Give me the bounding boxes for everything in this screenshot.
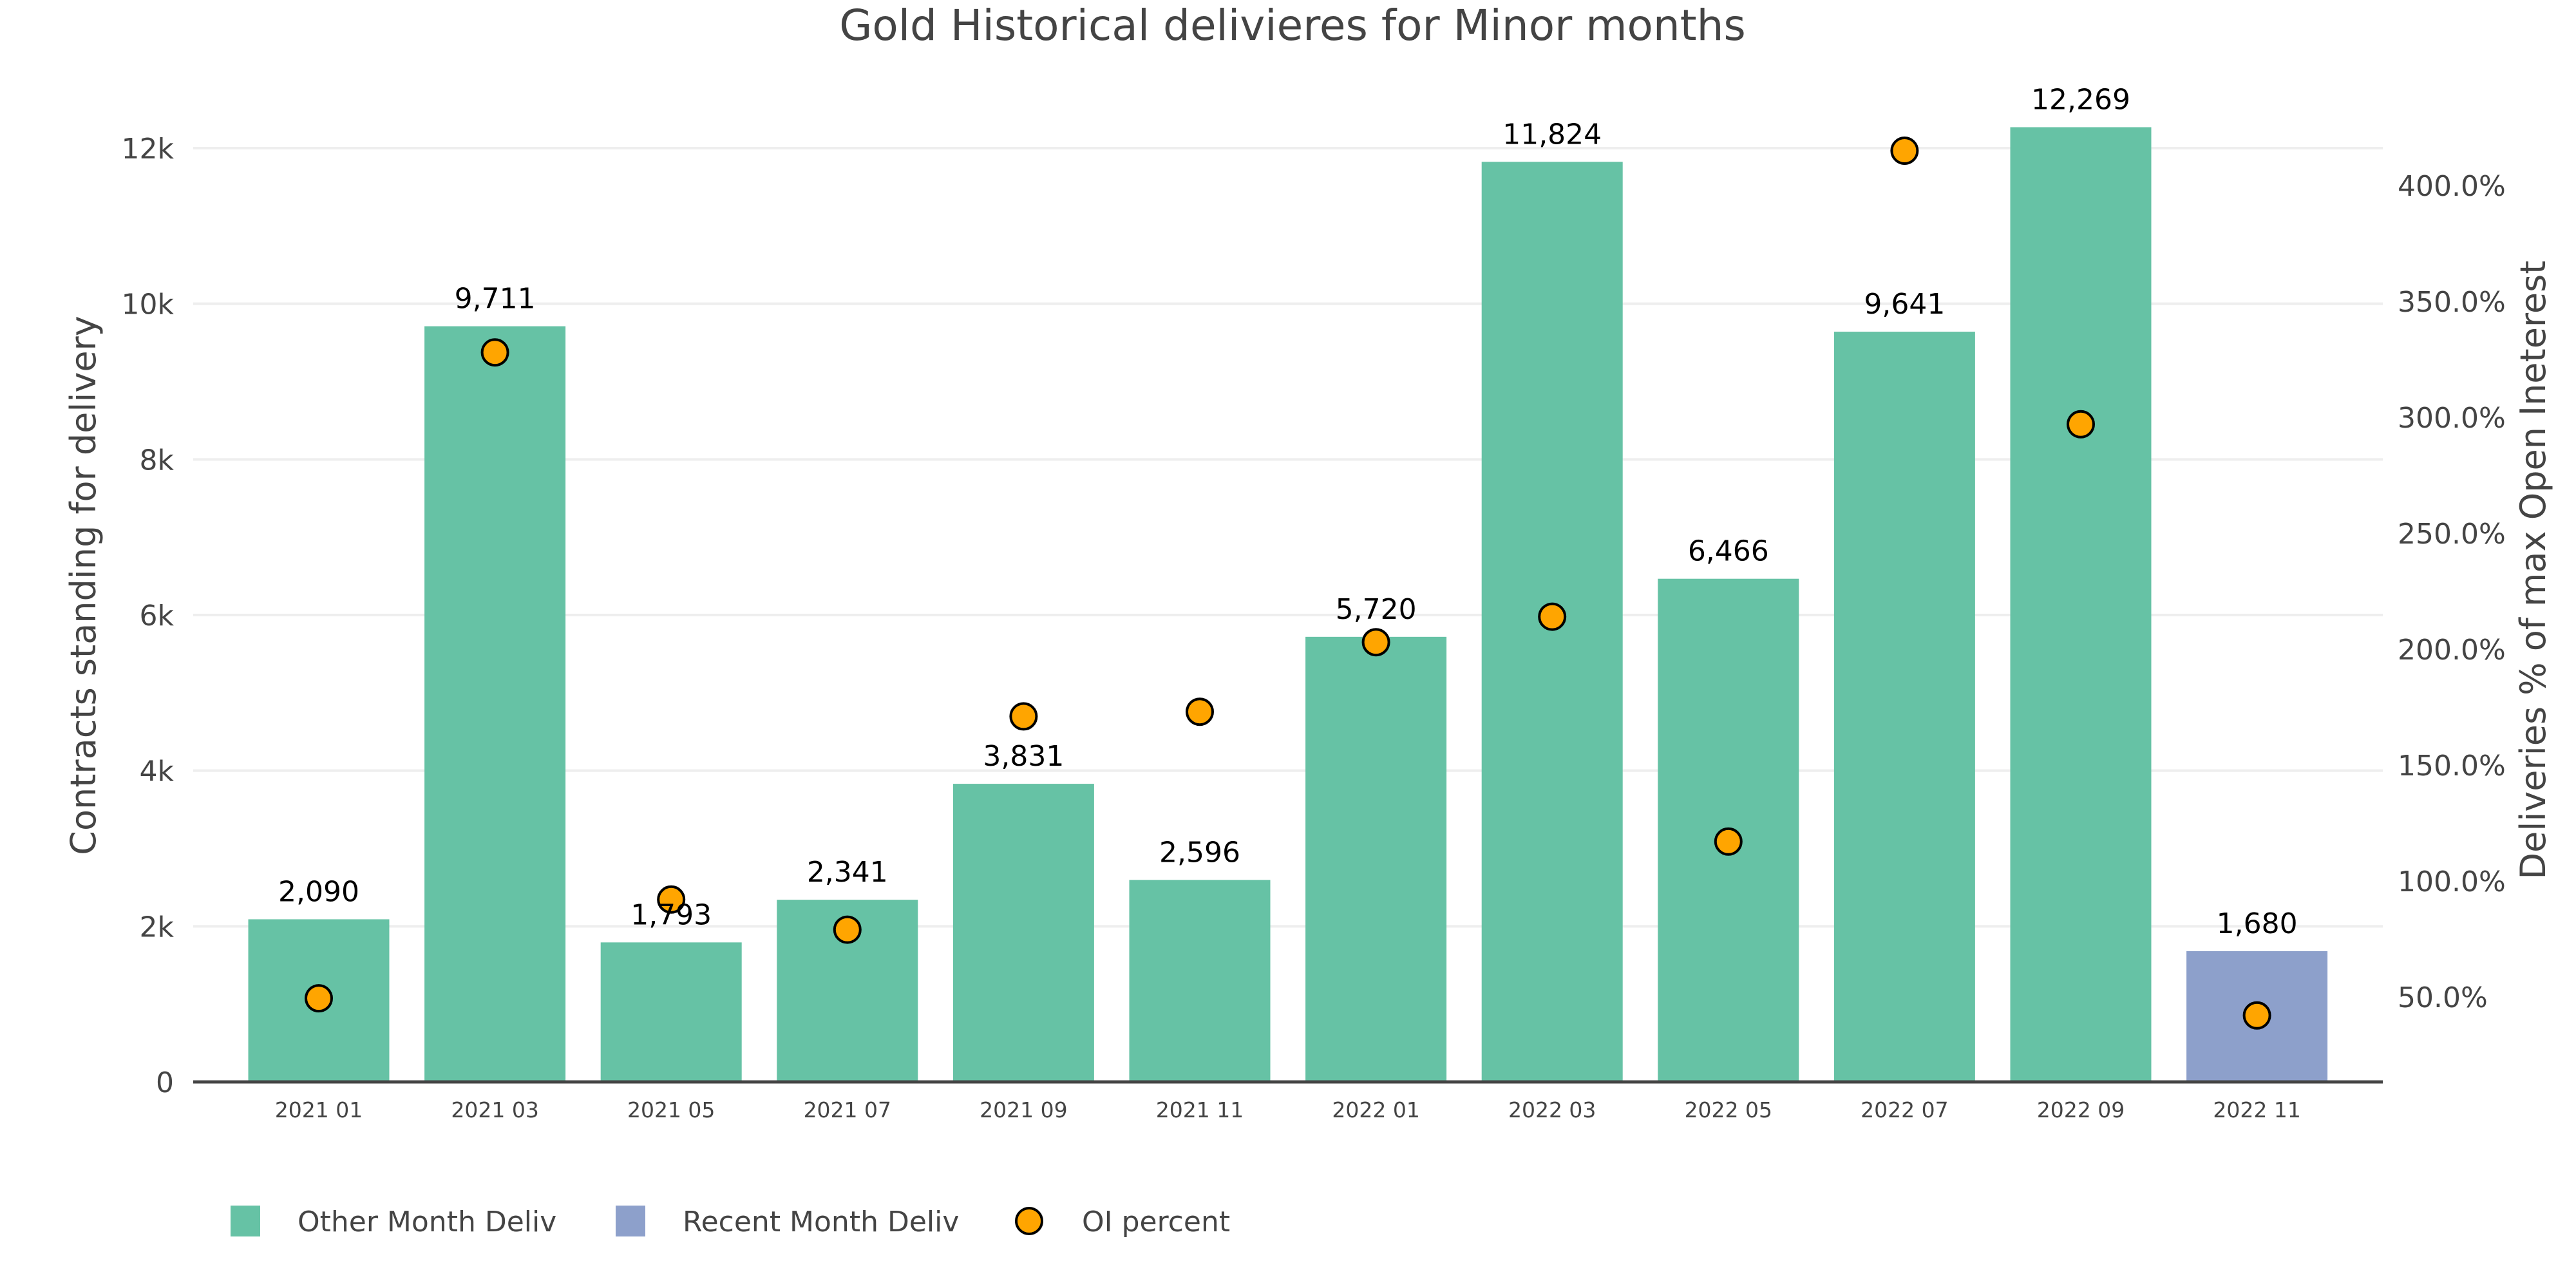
- x-tick-label: 2021 05: [627, 1097, 715, 1122]
- bar-value-label: 2,090: [278, 875, 359, 908]
- point-oi-percent[interactable]: [1714, 827, 1743, 856]
- bar-other-month-deliv[interactable]: [424, 326, 566, 1082]
- y-tick-label: 4k: [140, 755, 175, 788]
- legend-label-recent-month-deliv: Recent Month Deliv: [683, 1206, 959, 1238]
- legend-label-other-month-deliv: Other Month Deliv: [298, 1206, 556, 1238]
- right-y-ticks: 50.0% 100.0% 150.0% 200.0% 250.0% 300.0% 350.0…: [2398, 170, 2506, 1014]
- bar-value-label: 2,341: [807, 856, 888, 889]
- legend-label-oi-percent: OI percent: [1082, 1206, 1230, 1238]
- y2-tick-label: 50.0%: [2398, 981, 2488, 1014]
- bar-other-month-deliv[interactable]: [1305, 636, 1447, 1082]
- legend: Other Month Deliv Recent Month Deliv OI …: [231, 1206, 1230, 1238]
- y-tick-label: 2k: [140, 911, 175, 943]
- bar-value-label: 9,641: [1864, 288, 1945, 321]
- legend-swatch-recent-month-deliv: [616, 1206, 645, 1236]
- point-oi-percent[interactable]: [1186, 697, 1214, 726]
- bar-other-month-deliv[interactable]: [1833, 332, 1975, 1082]
- y2-axis-title: Deliveries % of max Open Ineterest: [2513, 261, 2553, 880]
- bar-value-label: 5,720: [1336, 593, 1417, 626]
- legend-item-recent-month-deliv[interactable]: Recent Month Deliv: [616, 1206, 959, 1238]
- bar-value-label: 11,824: [1502, 118, 1602, 151]
- bar-other-month-deliv[interactable]: [1129, 880, 1271, 1082]
- y2-tick-label: 250.0%: [2398, 518, 2506, 551]
- x-tick-label: 2022 03: [1508, 1097, 1596, 1122]
- y2-tick-label: 150.0%: [2398, 750, 2506, 782]
- y-tick-label: 10k: [122, 289, 175, 321]
- point-oi-percent[interactable]: [305, 984, 333, 1013]
- x-tick-label: 2022 07: [1861, 1097, 1948, 1122]
- bar-other-month-deliv[interactable]: [600, 942, 742, 1082]
- legend-marker-oi-percent: [1015, 1207, 1043, 1235]
- y-tick-label: 0: [156, 1066, 174, 1099]
- oi-percent-points: [305, 137, 2271, 1030]
- bars: [248, 127, 2328, 1083]
- x-tick-label: 2021 03: [451, 1097, 538, 1122]
- legend-item-other-month-deliv[interactable]: Other Month Deliv: [231, 1206, 556, 1238]
- bar-other-month-deliv[interactable]: [952, 784, 1094, 1082]
- x-tick-label: 2022 05: [1685, 1097, 1772, 1122]
- x-tick-label: 2022 01: [1332, 1097, 1419, 1122]
- y-axis-title: Contracts standing for delivery: [63, 316, 104, 855]
- point-oi-percent[interactable]: [480, 338, 509, 367]
- x-tick-label: 2022 11: [2213, 1097, 2300, 1122]
- x-ticks: 2021 01 2021 03 2021 05 2021 07 2021 09 2021 …: [275, 1097, 2301, 1122]
- bar-value-label: 1,793: [630, 898, 712, 931]
- x-tick-label: 2021 01: [275, 1097, 363, 1122]
- bar-value-label: 6,466: [1688, 535, 1769, 568]
- point-oi-percent[interactable]: [1009, 702, 1038, 731]
- point-oi-percent[interactable]: [657, 885, 686, 914]
- y2-tick-label: 350.0%: [2398, 286, 2506, 319]
- point-oi-percent[interactable]: [2242, 1001, 2271, 1030]
- left-y-ticks: 0 2k 4k 6k 8k 10k 12k: [122, 133, 175, 1099]
- y2-tick-label: 200.0%: [2398, 634, 2506, 667]
- point-oi-percent[interactable]: [1361, 628, 1390, 657]
- point-oi-percent[interactable]: [1890, 137, 1919, 165]
- y-tick-label: 8k: [140, 444, 175, 477]
- bar-value-label: 3,831: [983, 740, 1064, 773]
- legend-item-oi-percent[interactable]: OI percent: [1015, 1206, 1230, 1238]
- x-tick-label: 2021 09: [980, 1097, 1067, 1122]
- y2-tick-label: 100.0%: [2398, 866, 2506, 898]
- point-oi-percent[interactable]: [1538, 602, 1567, 631]
- y2-tick-label: 300.0%: [2398, 402, 2506, 435]
- bar-other-month-deliv[interactable]: [2010, 127, 2152, 1082]
- x-tick-label: 2021 11: [1156, 1097, 1244, 1122]
- point-oi-percent[interactable]: [2067, 410, 2095, 439]
- chart-title: Gold Historical delivieres for Minor mon…: [839, 1, 1746, 50]
- y-tick-label: 6k: [140, 600, 175, 632]
- bar-value-labels: 2,090 9,711 1,793 2,341 3,831 2,596 5,720 11,82…: [278, 83, 2298, 940]
- bar-value-label: 9,711: [455, 283, 536, 316]
- bar-value-label: 12,269: [2031, 83, 2130, 116]
- x-tick-label: 2022 09: [2037, 1097, 2125, 1122]
- bar-value-label: 2,596: [1159, 836, 1240, 869]
- bar-value-label: 1,680: [2217, 907, 2298, 940]
- point-oi-percent[interactable]: [833, 915, 862, 944]
- legend-swatch-other-month-deliv: [231, 1206, 260, 1236]
- x-tick-label: 2021 07: [804, 1097, 891, 1122]
- y-tick-label: 12k: [122, 133, 175, 166]
- y2-tick-label: 400.0%: [2398, 170, 2506, 203]
